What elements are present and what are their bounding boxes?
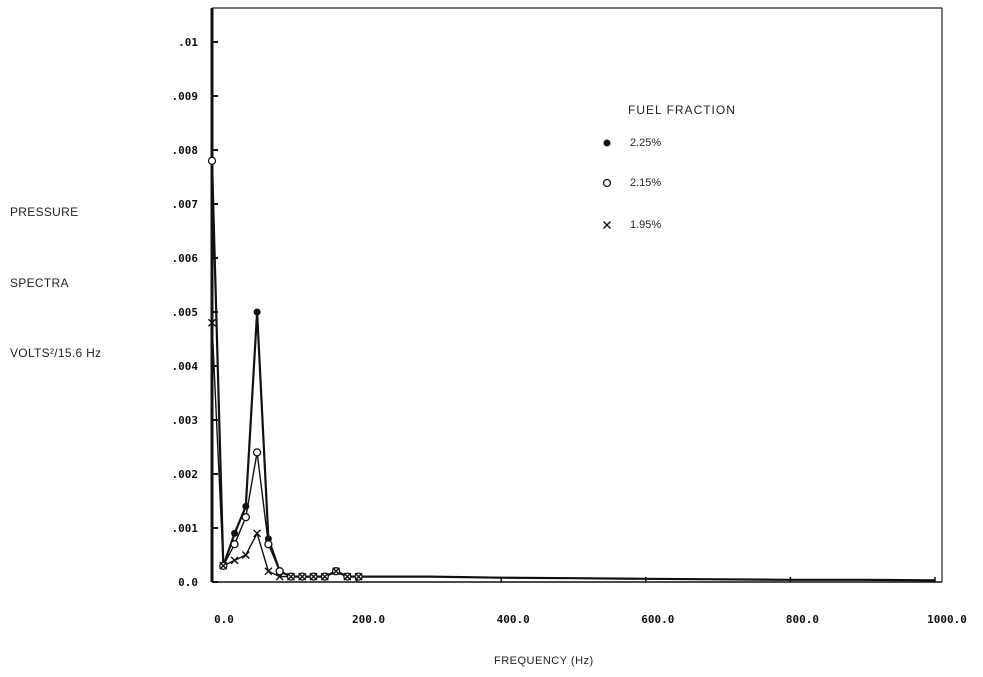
data-point-s2-10 <box>320 572 329 581</box>
y-tick-label: .004 <box>172 360 199 373</box>
data-point-s1-0 <box>207 156 217 165</box>
legend-title: FUEL FRACTION <box>628 103 736 117</box>
data-point-s2-4 <box>253 529 262 538</box>
x-axis-label: FREQUENCY (Hz) <box>494 655 594 667</box>
x-tick-label: 800.0 <box>786 613 819 626</box>
y-tick-label: .001 <box>172 522 199 535</box>
data-point-s1-4 <box>252 448 262 457</box>
x-tick-label: 0.0 <box>214 613 234 626</box>
y-tick-label: .008 <box>172 144 199 157</box>
y-axis-label-line3: VOLTS²/15.6 Hz <box>10 346 102 360</box>
data-point-s2-0 <box>208 318 216 327</box>
series-line-0 <box>210 160 936 582</box>
data-point-s2-13 <box>354 572 363 581</box>
y-tick-label: .006 <box>172 252 199 265</box>
y-tick-label: .002 <box>172 468 199 481</box>
data-point-s2-2 <box>230 556 239 565</box>
data-point-s0-3 <box>242 502 250 510</box>
data-point-s2-9 <box>309 572 318 581</box>
data-point-s1-2 <box>230 540 239 549</box>
y-tick-label: .005 <box>172 306 199 319</box>
y-tick-label: .01 <box>178 36 198 49</box>
legend-marker-1 <box>602 178 612 188</box>
data-point-s1-6 <box>275 567 284 576</box>
x-tick-label: 200.0 <box>352 613 385 626</box>
legend-marker-0 <box>603 139 611 147</box>
series-line-2 <box>211 322 936 582</box>
x-tick-label: 1000.0 <box>927 613 967 626</box>
data-point-s0-4 <box>253 308 261 316</box>
x-tick-label: 600.0 <box>641 613 674 626</box>
data-point-s1-5 <box>264 540 273 549</box>
y-axis-label-line1: PRESSURE <box>10 205 79 219</box>
series-line-1 <box>211 160 936 582</box>
y-tick-label: .007 <box>172 198 199 211</box>
data-point-s2-6 <box>275 572 284 581</box>
data-point-s1-3 <box>241 513 250 522</box>
legend-item-label-1: 2.15% <box>630 177 662 189</box>
y-tick-label: .003 <box>172 414 199 427</box>
data-point-s2-1 <box>219 561 228 570</box>
y-axis-label-line2: SPECTRA <box>10 276 69 290</box>
data-point-s2-8 <box>298 572 307 581</box>
legend-marker-2 <box>603 221 611 229</box>
data-point-s2-12 <box>343 572 352 581</box>
y-tick-label: .009 <box>172 90 199 103</box>
data-point-s2-3 <box>241 551 250 559</box>
data-point-s2-11 <box>332 567 341 576</box>
data-point-s2-7 <box>286 572 295 581</box>
data-point-s2-5 <box>264 567 273 576</box>
x-tick-label: 400.0 <box>497 613 530 626</box>
y-tick-label: 0.0 <box>178 576 198 589</box>
legend-item-label-0: 2.25% <box>630 137 662 149</box>
data-point-s0-2 <box>231 529 239 537</box>
legend-item-label-2: 1.95% <box>630 219 662 231</box>
